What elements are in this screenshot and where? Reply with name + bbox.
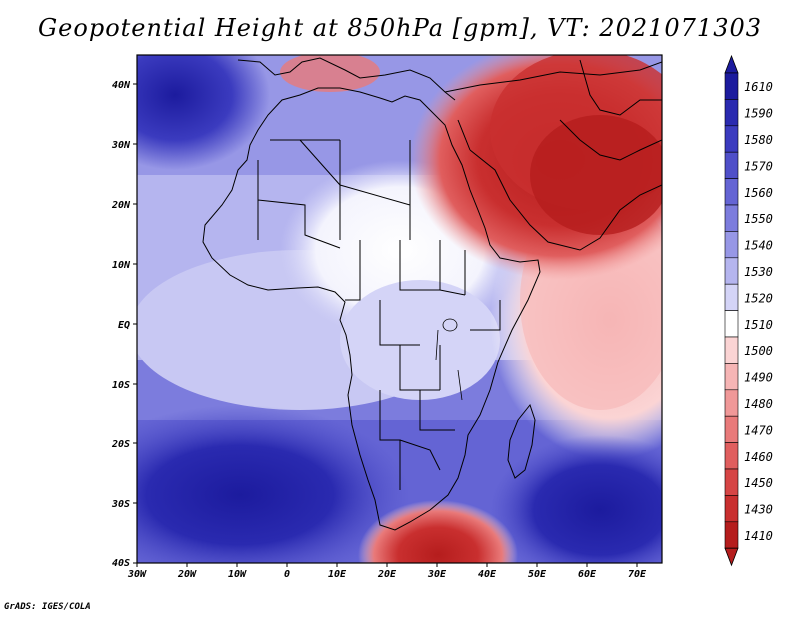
colorbar-label: 1560 [744,186,773,200]
lon-tick: 10W [228,569,247,580]
colorbar-label: 1480 [744,397,773,411]
colorbar-swatch [724,310,739,338]
lat-tick: 40N [112,80,131,91]
colorbar-label: 1430 [744,503,773,517]
colorbar-label: 1610 [744,80,773,94]
lon-tick: 40E [478,569,497,580]
colorbar-swatch [724,125,739,153]
colorbar-swatch [724,521,739,549]
coastlines [202,57,662,531]
lon-tick: 60E [578,569,597,580]
africa-outline [202,87,541,531]
lon-tick: 0 [284,569,290,580]
lakes [435,318,463,401]
colorbar: 1610 1590 1580 1570 1560 1550 1540 1530 1520 1510… [724,54,773,567]
lon-tick: 20E [377,569,397,580]
colorbar-label: 1500 [744,344,773,358]
lon-tick: 30W [127,569,147,580]
colorbar-bottom-arrow [724,547,739,567]
map-frame [136,54,663,564]
colorbar-label: 1590 [744,107,773,121]
credit-text: GrADS: IGES/COLA [4,602,91,612]
colorbar-swatch [724,257,739,285]
lat-tick: 20N [111,200,131,211]
colorbar-swatch [724,468,739,496]
lat-tick: 10N [112,260,131,271]
lat-tick: 20S [111,439,130,450]
colorbar-top-arrow [724,54,739,74]
lon-tick: 70E [628,569,647,580]
colorbar-label: 1540 [744,239,773,253]
colorbar-swatch [724,99,739,127]
madagascar-outline [507,403,536,479]
tick-marks [133,83,638,567]
lon-axis: 30W 20W 10W 0 10E 20E 30E 40E 50E 60E 70… [127,569,647,580]
colorbar-label: 1460 [744,450,773,464]
colorbar-swatch [724,336,739,364]
colorbar-swatch [724,389,739,417]
colorbar-label: 1530 [744,265,773,279]
lat-axis: 40N 30N 20N 10N EQ 10S 20S 30S 40S [111,80,131,569]
colorbar-swatch [724,495,739,523]
colorbar-label: 1470 [744,423,773,437]
colorbar-swatch [724,283,739,311]
lon-tick: 50E [528,569,547,580]
colorbar-swatch [724,415,739,443]
colorbar-label: 1490 [744,371,773,385]
colorbar-label: 1550 [744,212,773,226]
colorbar-label: 1410 [744,529,773,543]
lat-tick: 40S [112,558,130,569]
height-field [137,55,662,563]
colorbar-label: 1510 [744,318,773,332]
colorbar-swatch [724,178,739,206]
colorbar-swatch [724,231,739,259]
colorbar-label: 1520 [744,291,773,305]
lat-tick: 30N [111,140,131,151]
lat-tick: 10S [112,380,130,391]
colorbar-swatch [724,72,739,100]
colorbar-swatch [724,204,739,232]
colorbar-label: 1450 [744,476,773,490]
colorbar-swatch [724,151,739,179]
lon-tick: 30E [427,569,447,580]
lat-tick: EQ [118,320,130,331]
lon-tick: 10E [328,569,347,580]
colorbar-label: 1580 [744,133,773,147]
colorbar-swatch [724,442,739,470]
lon-tick: 20W [177,569,197,580]
lat-tick: 30S [111,499,130,510]
colorbar-label: 1570 [744,159,773,173]
map-title: Geopotential Height at 850hPa [gpm], VT:… [38,14,762,42]
colorbar-swatch [724,363,739,391]
